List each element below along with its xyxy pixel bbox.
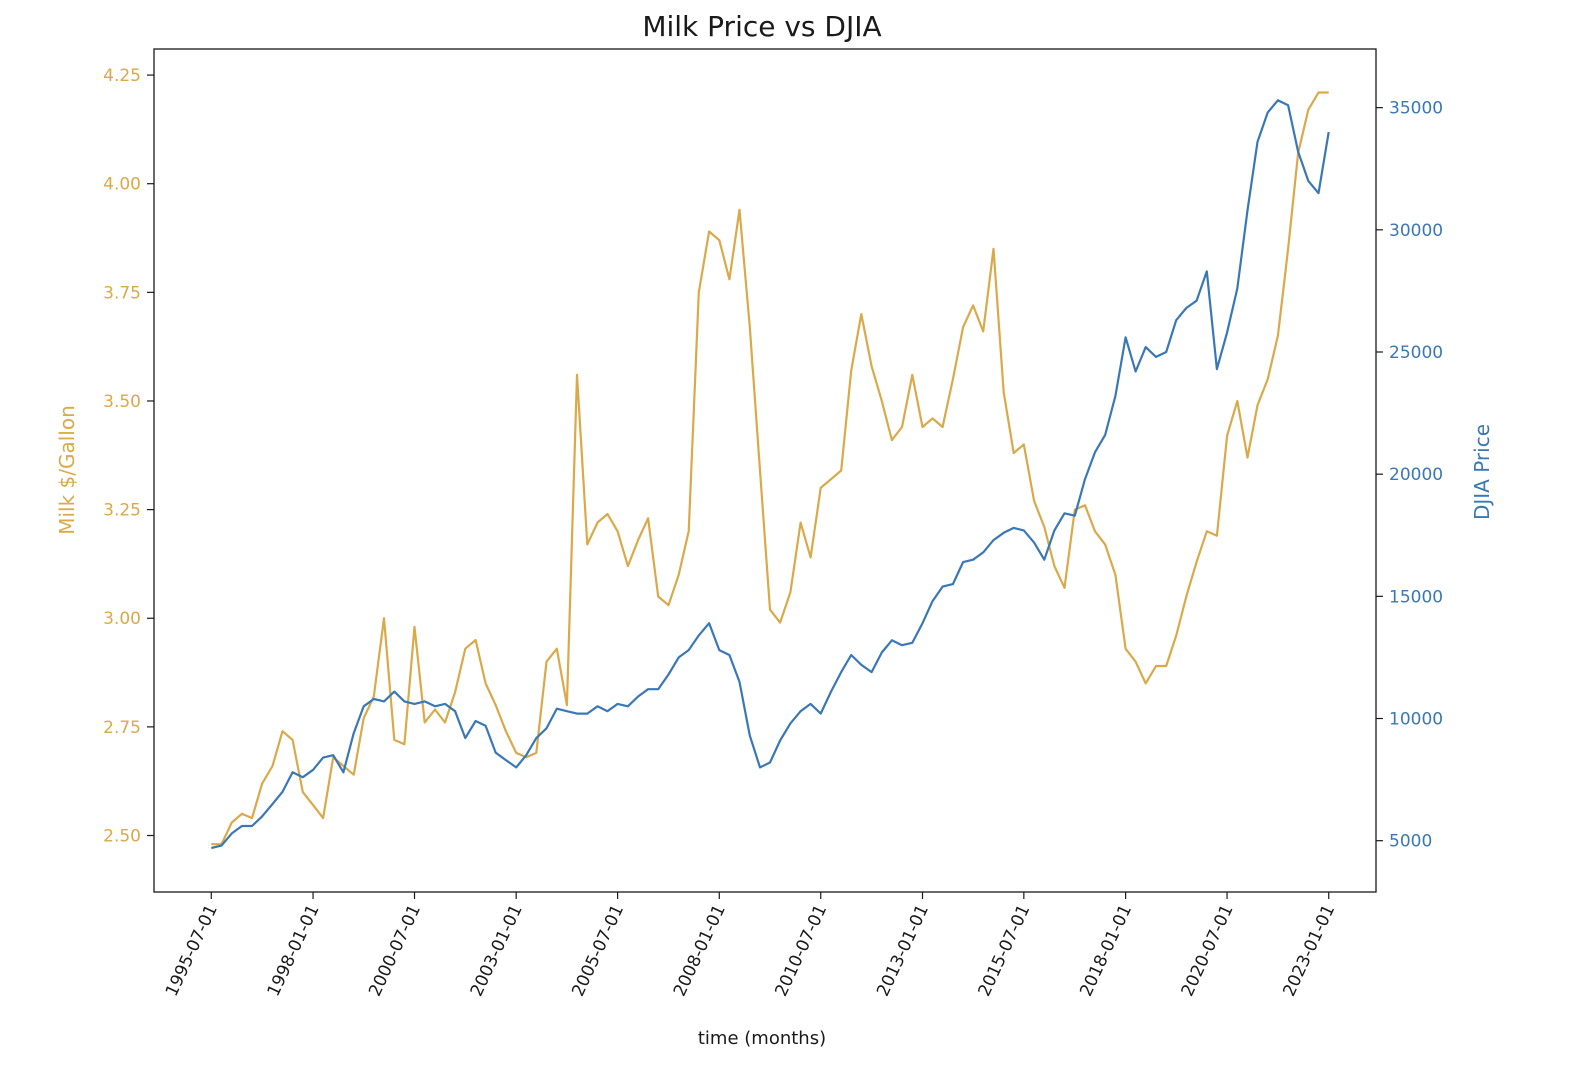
- x-tick-label: 2005-07-01: [568, 902, 628, 1000]
- x-tick-label: 2010-07-01: [771, 902, 831, 1000]
- x-tick-label: 2015-07-01: [974, 902, 1034, 1000]
- left-axis: 2.50 2.75 3.00 3.25 3.50 3.75 4.00 4.25: [103, 66, 154, 847]
- left-tick-label: 3.75: [103, 283, 141, 303]
- x-tick-label: 2020-07-01: [1178, 902, 1238, 1000]
- x-axis-title: time (months): [698, 1028, 826, 1049]
- milk-series-line: [211, 91, 1329, 846]
- x-tick-label: 2008-01-01: [670, 902, 730, 1000]
- right-tick-label: 5000: [1389, 832, 1432, 852]
- x-tick-label: 1998-01-01: [264, 902, 324, 1000]
- left-axis-title: Milk $/Gallon: [55, 405, 79, 535]
- x-tick-label: 2013-01-01: [873, 902, 933, 1000]
- x-tick-label: 2000-07-01: [365, 902, 425, 1000]
- left-tick-label: 4.25: [103, 66, 141, 86]
- left-tick-label: 2.75: [103, 718, 141, 738]
- x-tick-label: 1995-07-01: [162, 902, 222, 1000]
- left-tick-label: 3.25: [103, 501, 141, 521]
- x-tick-label: 2023-01-01: [1279, 902, 1339, 1000]
- plot-frame: [153, 48, 1377, 893]
- djia-series-line: [211, 99, 1330, 850]
- left-tick-label: 3.50: [103, 392, 141, 412]
- left-tick-label: 2.50: [103, 827, 141, 847]
- chart-title: Milk Price vs DJIA: [642, 10, 881, 43]
- left-tick-label: 4.00: [103, 175, 141, 195]
- x-tick-label: 2018-01-01: [1076, 902, 1136, 1000]
- right-tick-label: 30000: [1389, 221, 1443, 241]
- right-tick-label: 15000: [1389, 587, 1443, 607]
- right-tick-label: 25000: [1389, 343, 1443, 363]
- right-axis-title: DJIA Price: [1470, 424, 1494, 520]
- right-axis: 5000 10000 15000 20000 25000 30000 35000: [1376, 99, 1443, 852]
- x-tick-label: 2003-01-01: [467, 902, 527, 1000]
- left-tick-label: 3.00: [103, 609, 141, 629]
- right-tick-label: 20000: [1389, 465, 1443, 485]
- series-layer: [211, 91, 1330, 850]
- right-tick-label: 35000: [1389, 99, 1443, 119]
- x-axis: 1995-07-01 1998-01-01 2000-07-01 2003-01-01…: [162, 892, 1339, 1000]
- right-tick-label: 10000: [1389, 710, 1443, 730]
